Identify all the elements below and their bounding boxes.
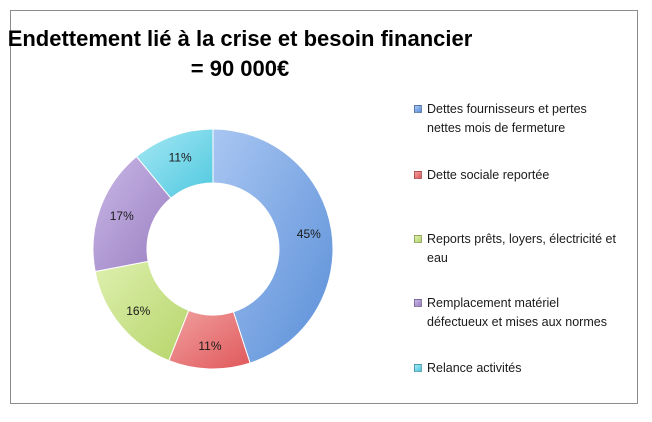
legend-item-4: Remplacement matériel défectueux et mise… <box>414 294 622 332</box>
legend-label-4: Remplacement matériel défectueux et mise… <box>427 296 607 329</box>
legend-swatch-3 <box>414 235 422 243</box>
data-label-5: 11% <box>169 151 192 165</box>
legend-item-1: Dettes fournisseurs et pertes nettes moi… <box>414 100 622 138</box>
doughnut-slice-1 <box>212 128 334 364</box>
legend-item-3: Reports prêts, loyers, électricité et ea… <box>414 230 622 268</box>
legend-item-5: Relance activités <box>414 359 622 378</box>
legend-label-2: Dette sociale reportée <box>427 168 550 182</box>
data-label-3: 16% <box>126 304 150 318</box>
legend-swatch-2 <box>414 171 422 179</box>
data-label-2: 11% <box>198 339 221 353</box>
legend-label-3: Reports prêts, loyers, électricité et ea… <box>427 232 616 265</box>
slices <box>92 128 334 370</box>
data-label-4: 17% <box>110 209 134 223</box>
legend-swatch-1 <box>414 105 422 113</box>
legend-item-2: Dette sociale reportée <box>414 166 622 185</box>
legend-label-5: Relance activités <box>427 361 522 375</box>
legend-swatch-4 <box>414 299 422 307</box>
chart-title-line-2: = 90 000€ <box>190 56 290 81</box>
legend-label-1: Dettes fournisseurs et pertes nettes moi… <box>427 102 587 135</box>
legend-swatch-5 <box>414 364 422 372</box>
doughnut-slice-5 <box>135 128 214 199</box>
chart-title-line-1: Endettement lié à la crise et besoin fin… <box>7 26 473 51</box>
data-label-1: 45% <box>297 227 321 241</box>
chart-title: Endettement lié à la crise et besoin fin… <box>0 24 480 84</box>
data-labels: 45% 11% 16% 17% 11% <box>110 151 321 353</box>
